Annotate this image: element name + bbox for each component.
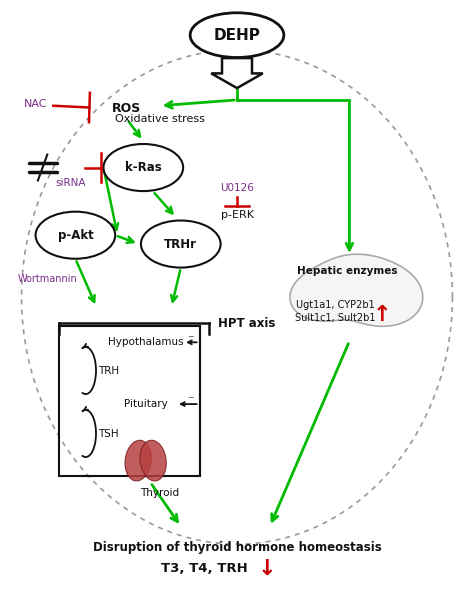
Text: Oxidative stress: Oxidative stress <box>115 114 205 124</box>
Text: p-Akt: p-Akt <box>57 229 93 242</box>
Polygon shape <box>211 58 263 88</box>
Text: ↓: ↓ <box>258 559 277 579</box>
Text: Wortmannin: Wortmannin <box>18 274 77 285</box>
Text: ROS: ROS <box>112 102 142 115</box>
Text: Hypothalamus: Hypothalamus <box>108 337 183 347</box>
Polygon shape <box>290 254 423 326</box>
Ellipse shape <box>190 13 284 58</box>
Text: Thyroid: Thyroid <box>140 488 179 498</box>
Text: ↑: ↑ <box>373 305 392 325</box>
Text: ⁻: ⁻ <box>187 394 193 407</box>
Text: siRNA: siRNA <box>55 178 86 188</box>
Text: NAC: NAC <box>24 99 47 109</box>
Text: TRH: TRH <box>98 365 119 375</box>
Ellipse shape <box>140 440 166 481</box>
Text: ⁻: ⁻ <box>187 333 193 346</box>
Ellipse shape <box>103 144 183 191</box>
Text: Pituitary: Pituitary <box>124 399 167 409</box>
Ellipse shape <box>125 440 151 481</box>
Text: p-ERK: p-ERK <box>220 210 254 220</box>
Text: T3, T4, TRH: T3, T4, TRH <box>161 563 247 576</box>
Text: Sult1c1, Sult2b1: Sult1c1, Sult2b1 <box>295 312 375 323</box>
Text: HPT axis: HPT axis <box>218 317 276 330</box>
Text: k-Ras: k-Ras <box>125 161 162 174</box>
Text: U0126: U0126 <box>220 183 254 193</box>
Text: Ugt1a1, CYP2b1: Ugt1a1, CYP2b1 <box>296 299 375 309</box>
Ellipse shape <box>141 220 220 267</box>
Text: TRHr: TRHr <box>164 238 197 251</box>
Ellipse shape <box>36 211 115 259</box>
Text: Hepatic enzymes: Hepatic enzymes <box>297 266 397 276</box>
Text: DEHP: DEHP <box>214 28 260 43</box>
Text: TSH: TSH <box>98 428 118 438</box>
Bar <box>59 327 200 476</box>
Text: Disruption of thyroid hormone homeostasis: Disruption of thyroid hormone homeostasi… <box>92 541 382 554</box>
